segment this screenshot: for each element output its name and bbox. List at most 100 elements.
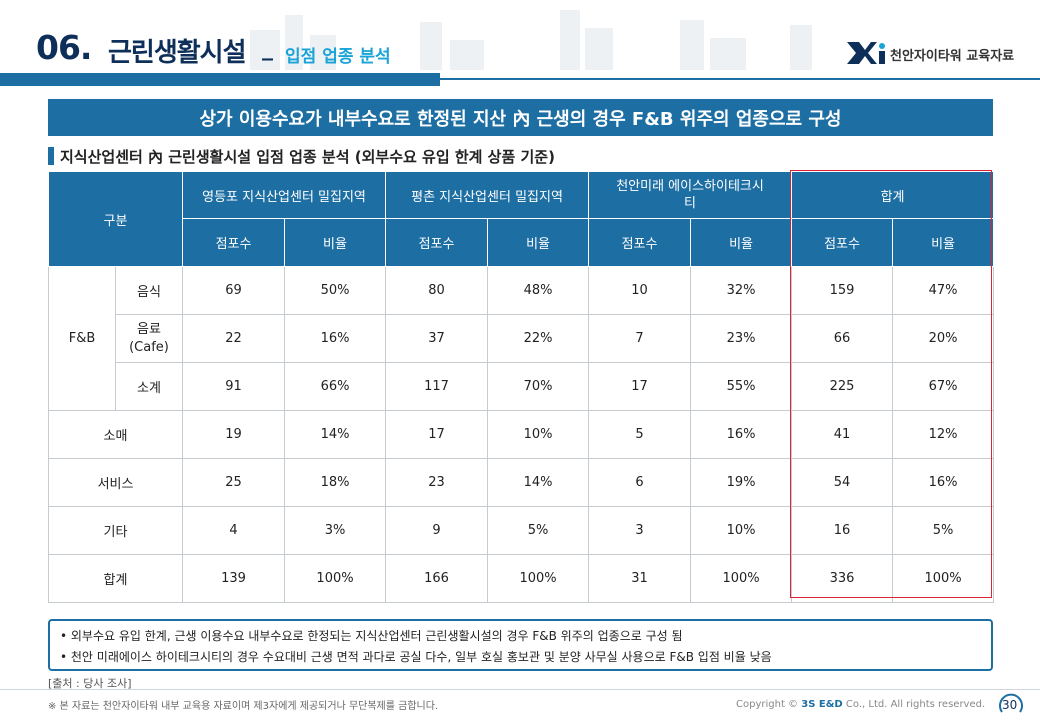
table-row: F&B 음식 69 50% 80 48% 10 32% 159 47%: [48, 266, 995, 411]
table-cell: 23%: [690, 314, 793, 363]
table-cell: 66: [791, 314, 894, 363]
footer-disclaimer: ※ 본 자료는 천안자이타워 내부 교육용 자료이며 제3자에게 제공되거나 무…: [48, 701, 439, 712]
header-group-pyeongchon: 평촌 지식산업센터 밀집지역: [385, 171, 590, 219]
table-cell: 12%: [892, 410, 995, 459]
subheader-ratio: 비율: [284, 218, 387, 267]
table-cell: 19%: [690, 458, 793, 507]
row-label: 기타: [47, 506, 184, 555]
table-cell: 18%: [284, 458, 387, 507]
skyline-background: [0, 0, 1040, 70]
table-cell: 17: [588, 362, 692, 411]
table-cell: 47%: [892, 266, 995, 315]
row-group-fb: F&B: [48, 266, 116, 411]
table-row-total: 합계 139 100% 166 100% 31 100% 336 100%: [47, 554, 995, 603]
copyright-brand: 3S E&D: [801, 699, 843, 710]
subheader-ratio: 비율: [690, 218, 793, 267]
table-cell: 117: [385, 362, 489, 411]
header-category: 구분: [47, 171, 184, 267]
row-label: 음식: [114, 266, 184, 315]
table-row: 소계 91 66% 117 70% 17 55% 225 67%: [49, 362, 995, 411]
header-group-yeongdeungpo: 영등포 지식산업센터 밀집지역: [182, 171, 387, 219]
page-ring-icon: [999, 693, 1023, 713]
table-cell: 16%: [690, 410, 793, 459]
page-title: 근린생활시설: [108, 38, 247, 68]
row-label: 서비스: [47, 458, 184, 507]
footer-rule: [0, 689, 1040, 690]
table-cell: 25: [182, 458, 286, 507]
table-cell: 22: [182, 314, 286, 363]
section-marker: [48, 147, 54, 165]
note-item: • 외부수요 유입 한계, 근생 이용수요 내부수요로 한정되는 지식산업센터 …: [60, 629, 683, 643]
table-cell: 32%: [690, 266, 793, 315]
table-cell: 14%: [284, 410, 387, 459]
table-cell: 55%: [690, 362, 793, 411]
table-row: 기타 4 3% 9 5% 3 10% 16 5%: [47, 506, 995, 555]
row-label: 음료 (Cafe): [114, 314, 184, 363]
table-cell: 80: [385, 266, 489, 315]
table-cell: 225: [791, 362, 894, 411]
table-cell: 14%: [487, 458, 590, 507]
table-cell: 19: [182, 410, 286, 459]
table-cell: 100%: [487, 554, 590, 603]
table-cell: 3%: [284, 506, 387, 555]
table-cell: 5: [588, 410, 692, 459]
table-cell: 6: [588, 458, 692, 507]
copyright-suffix: Co., Ltd. All rights reserved.: [845, 699, 986, 710]
section-title: 지식산업센터 內 근린생활시설 입점 업종 분석 (외부수요 유입 한계 상품 …: [60, 148, 555, 166]
table-cell: 10: [588, 266, 692, 315]
table-cell: 100%: [690, 554, 793, 603]
table-row: 음료 (Cafe) 22 16% 37 22% 7 23% 66 20%: [49, 314, 995, 363]
table-cell: 5%: [892, 506, 995, 555]
header-group-total: 합계: [791, 171, 995, 219]
subheader-ratio: 비율: [892, 218, 995, 267]
table-cell: 3: [588, 506, 692, 555]
table-cell: 22%: [487, 314, 590, 363]
table-cell: 10%: [487, 410, 590, 459]
header-group-cheonan: 천안미래 에이스하이테크시티: [588, 171, 793, 219]
header-bar: [0, 73, 440, 86]
section-number: 06.: [36, 28, 92, 67]
table-cell: 100%: [892, 554, 995, 603]
table-cell: 23: [385, 458, 489, 507]
table-cell: 10%: [690, 506, 793, 555]
analysis-table: 구분 영등포 지식산업센터 밀집지역 평촌 지식산업센터 밀집지역 천안미래 에…: [47, 171, 995, 603]
table-cell: 100%: [284, 554, 387, 603]
table-cell: 166: [385, 554, 489, 603]
table-cell: 31: [588, 554, 692, 603]
row-label: 소매: [47, 410, 184, 459]
table-cell: 4: [182, 506, 286, 555]
table-cell: 16%: [284, 314, 387, 363]
table-cell: 159: [791, 266, 894, 315]
table-cell: 66%: [284, 362, 387, 411]
table-cell: 91: [182, 362, 286, 411]
page-number: 30: [1002, 698, 1018, 712]
header-rule: [440, 78, 1040, 80]
table-cell: 69: [182, 266, 286, 315]
table-cell: 54: [791, 458, 894, 507]
xi-logo-icon: [847, 42, 885, 64]
table-cell: 16%: [892, 458, 995, 507]
title-separator: _: [262, 36, 273, 61]
subheader-count: 점포수: [791, 218, 894, 267]
subheader-count: 점포수: [385, 218, 489, 267]
table-cell: 139: [182, 554, 286, 603]
table-row: 소매 19 14% 17 10% 5 16% 41 12%: [47, 410, 995, 459]
subheader-count: 점포수: [588, 218, 692, 267]
row-label-text: 음료 (Cafe): [129, 321, 169, 355]
page-subtitle: 입점 업종 분석: [285, 47, 391, 67]
table-cell: 7: [588, 314, 692, 363]
table-cell: 37: [385, 314, 489, 363]
table-row: 서비스 25 18% 23 14% 6 19% 54 16%: [47, 458, 995, 507]
copyright-prefix: Copyright ©: [736, 699, 799, 710]
subheader-count: 점포수: [182, 218, 286, 267]
table-cell: 16: [791, 506, 894, 555]
logo-text: 천안자이타워 교육자료: [890, 49, 1015, 64]
table-cell: 5%: [487, 506, 590, 555]
note-item: • 천안 미래에이스 하이테크시티의 경우 수요대비 근생 면적 과다로 공실 …: [60, 650, 772, 664]
table-cell: 9: [385, 506, 489, 555]
table-cell: 50%: [284, 266, 387, 315]
table-cell: 48%: [487, 266, 590, 315]
table-cell: 20%: [892, 314, 995, 363]
table-cell: 67%: [892, 362, 995, 411]
footer-copyright: Copyright © 3S E&D Co., Ltd. All rights …: [736, 699, 985, 710]
